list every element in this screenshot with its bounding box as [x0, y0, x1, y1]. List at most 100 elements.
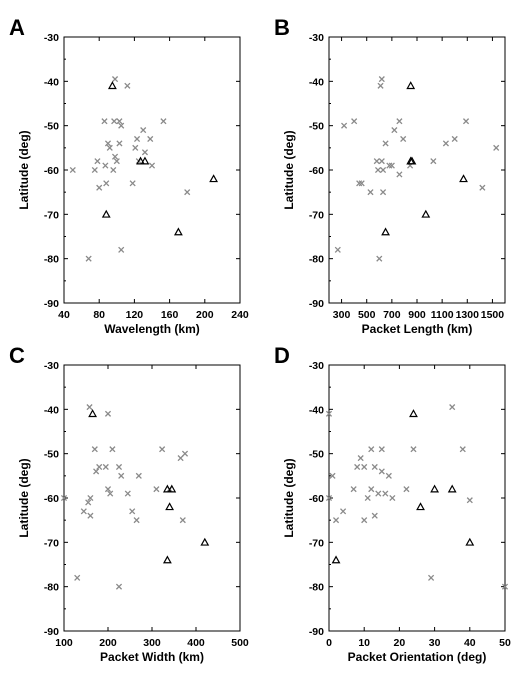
panel-c-triangle-point	[88, 409, 98, 418]
panel-a-x-point	[133, 135, 141, 143]
panel-b-x-point	[379, 166, 387, 174]
panel-b-ytick-label: -50	[309, 121, 324, 133]
panel-b-x-point	[341, 122, 348, 129]
panel-b-xtick-label: 1100	[431, 309, 454, 321]
panel-d-x-point	[325, 410, 333, 417]
panel-a-plot-frame	[63, 36, 241, 304]
panel-a-ytick-label: -80	[44, 254, 59, 266]
panel-d-xtick-label: 30	[429, 637, 441, 649]
panel-b-xtick-label: 1300	[456, 309, 480, 321]
panel-d-x-point	[378, 446, 385, 453]
panel-c-x-point	[107, 490, 114, 497]
panel-d-triangle-point	[331, 555, 341, 564]
panel-a-triangle-point	[209, 174, 219, 183]
panel-a-x-point	[111, 118, 118, 125]
panel-a-ytick-label: -50	[44, 121, 59, 133]
panel-d-triangle-point	[465, 537, 475, 546]
panel-a-x-point	[124, 82, 131, 89]
panel-b-x-point	[377, 82, 384, 89]
panel-d-x-point	[371, 463, 378, 471]
panel-c-x-point	[115, 583, 123, 590]
panel-c-xtick-label: 400	[187, 637, 205, 649]
panel-a-x-point	[96, 184, 103, 191]
panel-a-x-point	[160, 118, 167, 125]
panel-b-letter: B	[274, 15, 290, 40]
panel-a-ylabel: Latitude (deg)	[17, 130, 31, 209]
panel-a-x-point	[103, 180, 110, 187]
panel-c-triangle-point	[162, 555, 172, 564]
panel-b-x-point	[374, 166, 382, 174]
panel-c-x-point	[177, 455, 184, 462]
panel-b-ylabel: Latitude (deg)	[282, 130, 296, 209]
panel-c-ytick-label: -40	[44, 404, 59, 416]
panel-d-x-point	[501, 583, 509, 590]
panel-b-x-point	[442, 140, 449, 147]
panel-c-x-point	[87, 512, 94, 519]
panel-b-x-point	[378, 76, 385, 83]
panel-d-x-point	[449, 404, 456, 411]
panel-d-ytick-label: -40	[309, 404, 324, 416]
panel-b-x-point	[396, 118, 403, 125]
panel-b-ytick-label: -90	[309, 298, 324, 310]
panel-c-x-point	[179, 517, 186, 524]
panel-c-x-point	[104, 410, 112, 417]
panel-d-ytick-label: -30	[309, 360, 324, 372]
panel-d-x-point	[364, 494, 371, 502]
panel-a-xtick-label: 240	[231, 309, 249, 321]
panel-d-x-point	[403, 486, 410, 493]
panel-a-x-point	[116, 140, 123, 147]
panel-c-letter: C	[9, 343, 25, 368]
panel-b-ytick-label: -30	[309, 32, 324, 44]
panel-c-x-point	[135, 472, 142, 479]
panel-a-xtick-label: 200	[196, 309, 214, 321]
panel-a-ytick-label: -90	[44, 298, 59, 310]
panel-d-x-point	[371, 512, 378, 519]
panel-a-ytick-label: -60	[44, 165, 59, 177]
panel-a-x-point	[118, 122, 125, 129]
panel-c-x-point	[102, 463, 109, 471]
panel-c-x-point	[104, 486, 112, 493]
panel-b-x-point	[451, 135, 458, 143]
panel-d-x-point	[325, 494, 333, 502]
panel-b-xtick-label: 900	[408, 309, 426, 321]
panel-c-x-point	[115, 463, 123, 471]
panel-a-x-point	[102, 162, 109, 169]
panel-c-triangle-point	[167, 484, 177, 493]
panel-d-x-point	[329, 472, 336, 479]
panel-c-xtick-label: 100	[55, 637, 73, 649]
panel-d-x-point	[385, 472, 392, 479]
panel-a-x-point	[141, 149, 149, 156]
panel-d-triangle-point	[447, 484, 457, 493]
panel-b-x-point	[391, 127, 398, 134]
panel-a-x-point	[111, 153, 119, 160]
panel-a-ytick-label: -70	[44, 209, 59, 221]
panel-b-ytick-label: -60	[309, 165, 324, 177]
panel-a-x-point	[147, 135, 154, 143]
panel-a-x-point	[113, 158, 120, 165]
panel-a-triangle-point	[136, 156, 145, 165]
panel-b-x-point	[462, 118, 470, 125]
panel-d-ytick-label: -60	[309, 493, 324, 505]
panel-b-x-point	[351, 118, 358, 125]
panel-d-triangle-point	[409, 409, 418, 418]
panel-b-x-point	[386, 162, 393, 169]
panel-b-x-point	[358, 180, 365, 187]
panel-d-x-point	[332, 517, 340, 524]
panel-d-x-point	[382, 490, 389, 497]
panel-b-x-point	[376, 255, 383, 262]
panel-c-x-point	[80, 508, 87, 515]
panel-b-x-point	[430, 158, 437, 165]
panel-d-x-point	[368, 446, 375, 453]
panel-d-ytick-label: -90	[309, 626, 324, 638]
panel-c-ytick-label: -80	[44, 582, 59, 594]
panel-b-x-point	[378, 158, 385, 165]
panel-c-x-point	[96, 463, 103, 471]
panel-c-ytick-label: -70	[44, 537, 59, 549]
panel-c-x-point	[109, 446, 116, 453]
panel-c-x-point	[153, 486, 160, 493]
panel-c-x-point	[74, 574, 81, 581]
panel-a-letter: A	[9, 15, 25, 40]
panel-c-xlabel: Packet Width (km)	[100, 650, 204, 664]
panel-b-x-point	[367, 189, 374, 196]
panel-d-triangle-point	[430, 484, 440, 493]
